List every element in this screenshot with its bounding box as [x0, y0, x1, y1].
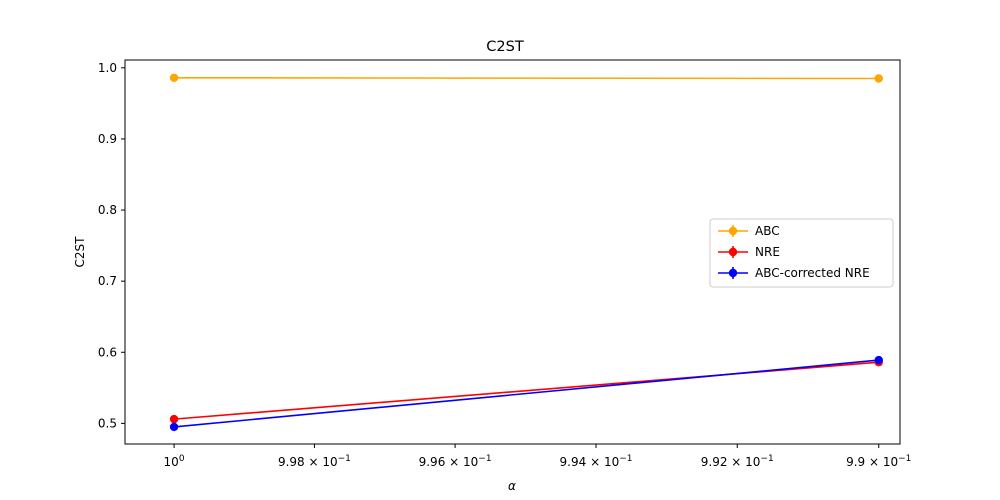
chart-title: C2ST	[486, 39, 524, 55]
y-tick-label-1: 0.6	[98, 345, 117, 359]
x-tick-label-3: 9.94 × 10−1	[560, 454, 633, 469]
y-tick-label-5: 1.0	[98, 61, 117, 75]
legend-marker-0	[728, 226, 738, 236]
data-point-2-1	[874, 355, 883, 365]
legend-box	[709, 218, 894, 288]
data-point-2-0	[169, 422, 179, 432]
series-0	[169, 73, 883, 83]
x-tick-label-0: 100	[164, 454, 185, 469]
legend: ABC NRE ABC-corrected NRE	[709, 218, 894, 288]
y-tick-label-2: 0.7	[98, 274, 117, 288]
legend-marker-1	[728, 247, 738, 257]
legend-label-1: NRE	[755, 245, 780, 259]
legend-label-2: ABC-corrected NRE	[755, 266, 870, 280]
data-point-0-0	[169, 73, 179, 82]
x-tick-label-5: 9.9 × 10−1	[846, 454, 911, 469]
series-line-0	[174, 76, 879, 80]
data-point-1-0	[169, 414, 179, 424]
y-tick-label-4: 0.9	[98, 132, 117, 146]
legend-item-0: ABC	[718, 224, 780, 238]
x-tick-label-1: 9.98 × 10−1	[278, 454, 351, 469]
x-tick-label-4: 9.92 × 10−1	[701, 454, 774, 469]
axes-frame	[124, 59, 901, 445]
legend-label-0: ABC	[755, 224, 780, 238]
plot-area: 0.5 0.6 0.7 0.8 0.9 1.0 100 9.98 × 10−1 9.96 × 1…	[98, 59, 911, 469]
y-tick-label-0: 0.5	[98, 416, 117, 430]
y-tick-label-3: 0.8	[98, 203, 117, 217]
legend-item-2: ABC-corrected NRE	[718, 266, 870, 280]
x-tick-label-2: 9.96 × 10−1	[419, 454, 492, 469]
data-point-0-1	[874, 74, 883, 83]
series-line-2	[173, 359, 879, 428]
y-axis-label: C2ST	[73, 236, 87, 268]
series-2	[169, 355, 883, 432]
x-axis-label: α	[508, 479, 516, 493]
legend-item-1: NRE	[718, 245, 780, 259]
legend-marker-2	[728, 268, 738, 278]
